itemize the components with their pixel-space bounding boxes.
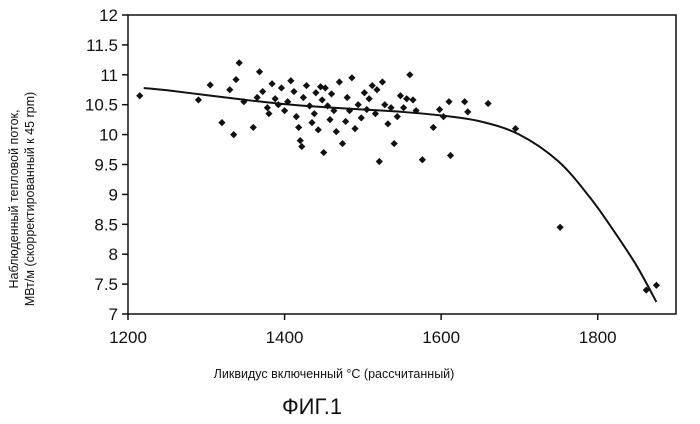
data-point <box>303 82 310 89</box>
data-point <box>344 94 351 101</box>
y-tick-label: 11 <box>100 66 118 85</box>
y-axis-label-line1: Наблюденный тепловой поток, <box>7 110 21 289</box>
data-point <box>557 224 564 231</box>
y-tick-label: 8.5 <box>94 215 118 234</box>
data-point <box>406 71 413 78</box>
data-point <box>320 149 327 156</box>
data-point <box>336 78 343 85</box>
data-point <box>311 110 318 117</box>
data-point <box>400 104 407 111</box>
plot-frame <box>128 15 676 314</box>
data-point <box>226 86 233 93</box>
data-point <box>369 82 376 89</box>
data-point <box>319 96 326 103</box>
data-point <box>306 102 313 109</box>
y-tick-label: 10.5 <box>85 96 118 115</box>
data-point <box>308 119 315 126</box>
data-point <box>290 88 297 95</box>
data-point <box>272 95 279 102</box>
y-tick-label: 9 <box>109 185 118 204</box>
data-point <box>355 101 362 108</box>
data-point <box>278 84 285 91</box>
data-point <box>447 152 454 159</box>
y-tick-label: 10 <box>99 126 118 145</box>
y-axis-label-line2: МВт/м (скорректированный к 45 rpm) <box>23 92 37 306</box>
data-point <box>358 114 365 121</box>
data-point <box>275 101 282 108</box>
data-point <box>259 88 266 95</box>
data-point <box>464 108 471 115</box>
data-point <box>218 119 225 126</box>
y-tick-label: 9.5 <box>94 156 118 175</box>
data-point <box>333 128 340 135</box>
y-tick-label: 7.5 <box>94 275 118 294</box>
data-point <box>419 156 426 163</box>
data-point <box>312 89 319 96</box>
data-point <box>366 95 373 102</box>
data-point <box>445 98 452 105</box>
data-point <box>485 100 492 107</box>
data-point <box>230 131 237 138</box>
data-point <box>281 107 288 114</box>
data-point <box>207 81 214 88</box>
data-point <box>250 124 257 131</box>
data-point <box>293 113 300 120</box>
data-point <box>351 125 358 132</box>
data-point <box>300 94 307 101</box>
y-tick-label: 8 <box>109 245 118 264</box>
data-point <box>409 96 416 103</box>
x-tick-label: 1600 <box>422 328 460 347</box>
data-point <box>373 86 380 93</box>
data-point <box>376 158 383 165</box>
x-axis-label: Ликвидус включенный °С (рассчитанный) <box>214 367 455 381</box>
data-point <box>136 92 143 99</box>
data-point <box>232 76 239 83</box>
trend-curve <box>144 88 657 302</box>
data-point <box>440 113 447 120</box>
data-point <box>265 110 272 117</box>
data-point <box>403 95 410 102</box>
data-point <box>391 140 398 147</box>
x-tick-label: 1800 <box>579 328 617 347</box>
data-point <box>436 106 443 113</box>
data-point <box>287 77 294 84</box>
data-point <box>379 78 386 85</box>
data-point <box>328 90 335 97</box>
x-axis-ticks: 1200 1400 1600 1800 <box>109 314 617 347</box>
data-point <box>430 124 437 131</box>
data-point <box>348 74 355 81</box>
y-tick-label: 12 <box>99 6 118 25</box>
data-points <box>136 59 660 293</box>
data-point <box>264 104 271 111</box>
y-axis-ticks: 7 7.5 8 8.5 9 9.5 10 10.5 11 11.5 12 <box>85 6 128 324</box>
y-tick-label: 11.5 <box>86 36 118 55</box>
data-point <box>298 143 305 150</box>
data-point <box>236 59 243 66</box>
data-point <box>381 101 388 108</box>
data-point <box>653 282 660 289</box>
data-point <box>256 68 263 75</box>
data-point <box>297 137 304 144</box>
data-point <box>326 116 333 123</box>
data-point <box>394 113 401 120</box>
x-tick-label: 1200 <box>109 328 147 347</box>
data-point <box>397 92 404 99</box>
data-point <box>315 126 322 133</box>
data-point <box>295 124 302 131</box>
data-point <box>461 98 468 105</box>
data-point <box>268 80 275 87</box>
figure-caption: ФИГ.1 <box>282 394 342 419</box>
data-point <box>195 96 202 103</box>
x-tick-label: 1400 <box>266 328 304 347</box>
data-point <box>384 120 391 127</box>
data-point <box>342 118 349 125</box>
data-point <box>361 89 368 96</box>
data-point <box>339 140 346 147</box>
data-point <box>363 106 370 113</box>
y-tick-label: 7 <box>109 305 118 324</box>
